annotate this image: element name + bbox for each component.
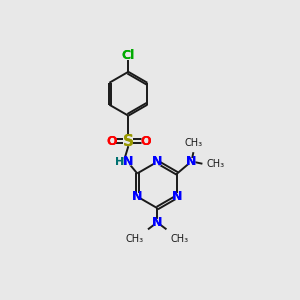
FancyBboxPatch shape (173, 193, 181, 200)
FancyBboxPatch shape (124, 158, 131, 165)
FancyBboxPatch shape (123, 52, 134, 58)
FancyBboxPatch shape (124, 158, 131, 165)
FancyBboxPatch shape (142, 138, 149, 145)
Text: N: N (186, 155, 197, 168)
FancyBboxPatch shape (154, 219, 161, 226)
FancyBboxPatch shape (108, 138, 115, 145)
Text: H: H (115, 157, 124, 167)
Text: CH₃: CH₃ (184, 138, 202, 148)
FancyBboxPatch shape (188, 158, 195, 165)
FancyBboxPatch shape (134, 193, 141, 200)
Text: N: N (122, 155, 133, 168)
Text: H: H (115, 157, 124, 167)
Text: N: N (132, 190, 142, 203)
Text: N: N (152, 216, 162, 229)
Text: CH₃: CH₃ (207, 159, 225, 169)
FancyBboxPatch shape (188, 158, 195, 165)
Text: N: N (132, 190, 142, 203)
Text: Cl: Cl (122, 49, 135, 62)
Text: S: S (123, 134, 134, 148)
FancyBboxPatch shape (142, 138, 149, 145)
FancyBboxPatch shape (154, 158, 161, 165)
FancyBboxPatch shape (154, 219, 161, 226)
Text: N: N (152, 155, 162, 168)
Text: S: S (123, 134, 134, 148)
FancyBboxPatch shape (154, 158, 161, 165)
Text: N: N (152, 155, 162, 168)
Text: O: O (106, 135, 117, 148)
FancyBboxPatch shape (116, 158, 124, 165)
FancyBboxPatch shape (116, 158, 124, 165)
Text: N: N (122, 155, 133, 168)
Text: Cl: Cl (122, 49, 135, 62)
FancyBboxPatch shape (124, 138, 132, 145)
Text: N: N (152, 216, 162, 229)
Text: N: N (172, 190, 182, 203)
Text: O: O (106, 135, 117, 148)
FancyBboxPatch shape (134, 193, 141, 200)
FancyBboxPatch shape (173, 193, 181, 200)
Text: O: O (140, 135, 151, 148)
Text: N: N (186, 155, 197, 168)
Text: CH₃: CH₃ (126, 233, 144, 244)
Text: N: N (172, 190, 182, 203)
FancyBboxPatch shape (124, 138, 132, 145)
Text: O: O (140, 135, 151, 148)
FancyBboxPatch shape (123, 52, 134, 58)
Text: CH₃: CH₃ (171, 233, 189, 244)
FancyBboxPatch shape (108, 138, 115, 145)
